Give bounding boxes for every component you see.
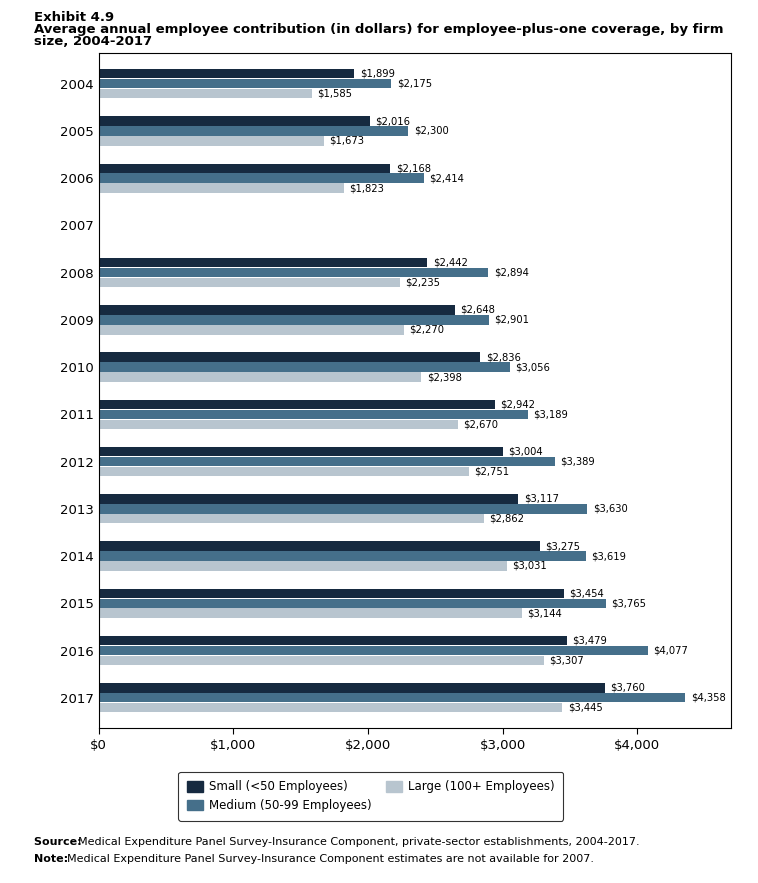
Bar <box>99 410 528 419</box>
Bar <box>99 703 562 713</box>
Bar <box>99 362 510 372</box>
Bar <box>99 551 586 561</box>
Bar <box>99 514 484 524</box>
Text: $2,894: $2,894 <box>493 268 528 277</box>
Text: $3,189: $3,189 <box>534 410 568 419</box>
Text: $3,004: $3,004 <box>509 447 543 457</box>
Bar <box>99 589 564 598</box>
Bar <box>99 126 409 136</box>
Bar <box>99 504 587 514</box>
Bar <box>99 541 540 551</box>
Text: $2,270: $2,270 <box>409 325 445 335</box>
Text: $2,862: $2,862 <box>490 514 525 524</box>
Bar <box>99 268 488 277</box>
Text: $2,235: $2,235 <box>405 277 440 288</box>
Text: $3,117: $3,117 <box>524 494 559 504</box>
Bar <box>99 173 424 183</box>
Bar <box>99 608 522 618</box>
Text: $2,670: $2,670 <box>463 419 499 429</box>
Bar <box>99 325 404 335</box>
Text: $1,585: $1,585 <box>318 88 352 99</box>
Text: Exhibit 4.9: Exhibit 4.9 <box>34 11 114 24</box>
Text: $3,619: $3,619 <box>591 551 626 561</box>
Text: $3,445: $3,445 <box>568 703 603 713</box>
Text: $3,760: $3,760 <box>610 683 645 693</box>
Text: $3,479: $3,479 <box>572 636 607 645</box>
Text: $2,168: $2,168 <box>396 163 431 173</box>
Text: $3,307: $3,307 <box>550 655 584 666</box>
Text: $3,454: $3,454 <box>569 588 604 599</box>
Text: $3,144: $3,144 <box>528 608 562 618</box>
Text: $2,648: $2,648 <box>461 305 496 315</box>
Bar <box>99 636 567 645</box>
Text: $1,899: $1,899 <box>359 69 395 79</box>
Bar <box>99 656 544 665</box>
Text: Average annual employee contribution (in dollars) for employee-plus-one coverage: Average annual employee contribution (in… <box>34 23 724 36</box>
Bar <box>99 683 605 692</box>
Bar <box>99 457 555 466</box>
Text: $3,031: $3,031 <box>512 561 547 571</box>
Legend: Small (<50 Employees), Medium (50-99 Employees), Large (100+ Employees): Small (<50 Employees), Medium (50-99 Emp… <box>178 772 563 820</box>
Text: $3,389: $3,389 <box>560 457 595 466</box>
Bar <box>99 352 481 362</box>
Text: $2,751: $2,751 <box>475 466 509 477</box>
Bar <box>99 258 428 268</box>
Bar <box>99 494 518 503</box>
Bar <box>99 163 390 173</box>
Bar <box>99 467 469 476</box>
Bar <box>99 315 489 325</box>
Bar <box>99 419 458 429</box>
Text: $2,442: $2,442 <box>433 258 468 268</box>
Text: $2,016: $2,016 <box>375 116 410 126</box>
Text: $2,836: $2,836 <box>486 352 521 362</box>
Bar <box>99 693 685 703</box>
Text: size, 2004-2017: size, 2004-2017 <box>34 35 152 49</box>
Text: $3,630: $3,630 <box>593 504 628 514</box>
Text: $2,414: $2,414 <box>429 173 464 183</box>
Bar <box>99 79 391 88</box>
Bar <box>99 447 503 457</box>
Bar <box>99 599 606 608</box>
Bar <box>99 562 506 570</box>
Bar <box>99 184 344 192</box>
Text: $1,673: $1,673 <box>329 136 365 146</box>
Text: Note:: Note: <box>34 854 72 864</box>
Text: $1,823: $1,823 <box>349 183 384 193</box>
Bar <box>99 69 354 79</box>
Bar <box>99 306 455 314</box>
Text: $3,056: $3,056 <box>515 362 550 372</box>
Text: Source:: Source: <box>34 837 86 847</box>
Text: $2,398: $2,398 <box>427 372 462 382</box>
Text: $2,175: $2,175 <box>397 79 432 88</box>
Text: $2,300: $2,300 <box>414 126 449 136</box>
Text: Medical Expenditure Panel Survey-Insurance Component estimates are not available: Medical Expenditure Panel Survey-Insuran… <box>67 854 594 864</box>
Bar <box>99 373 421 381</box>
Text: $3,765: $3,765 <box>611 599 646 608</box>
Text: $4,358: $4,358 <box>691 693 725 703</box>
Bar <box>99 117 370 125</box>
Text: $3,275: $3,275 <box>545 541 580 551</box>
Bar <box>99 278 399 287</box>
Text: Medical Expenditure Panel Survey-Insurance Component, private-sector establishme: Medical Expenditure Panel Survey-Insuran… <box>78 837 640 847</box>
Text: $2,901: $2,901 <box>494 315 530 325</box>
Text: $2,942: $2,942 <box>500 399 535 410</box>
Bar <box>99 136 324 146</box>
Text: $4,077: $4,077 <box>653 645 688 655</box>
Bar <box>99 89 312 98</box>
Bar <box>99 400 495 409</box>
Bar <box>99 645 647 655</box>
